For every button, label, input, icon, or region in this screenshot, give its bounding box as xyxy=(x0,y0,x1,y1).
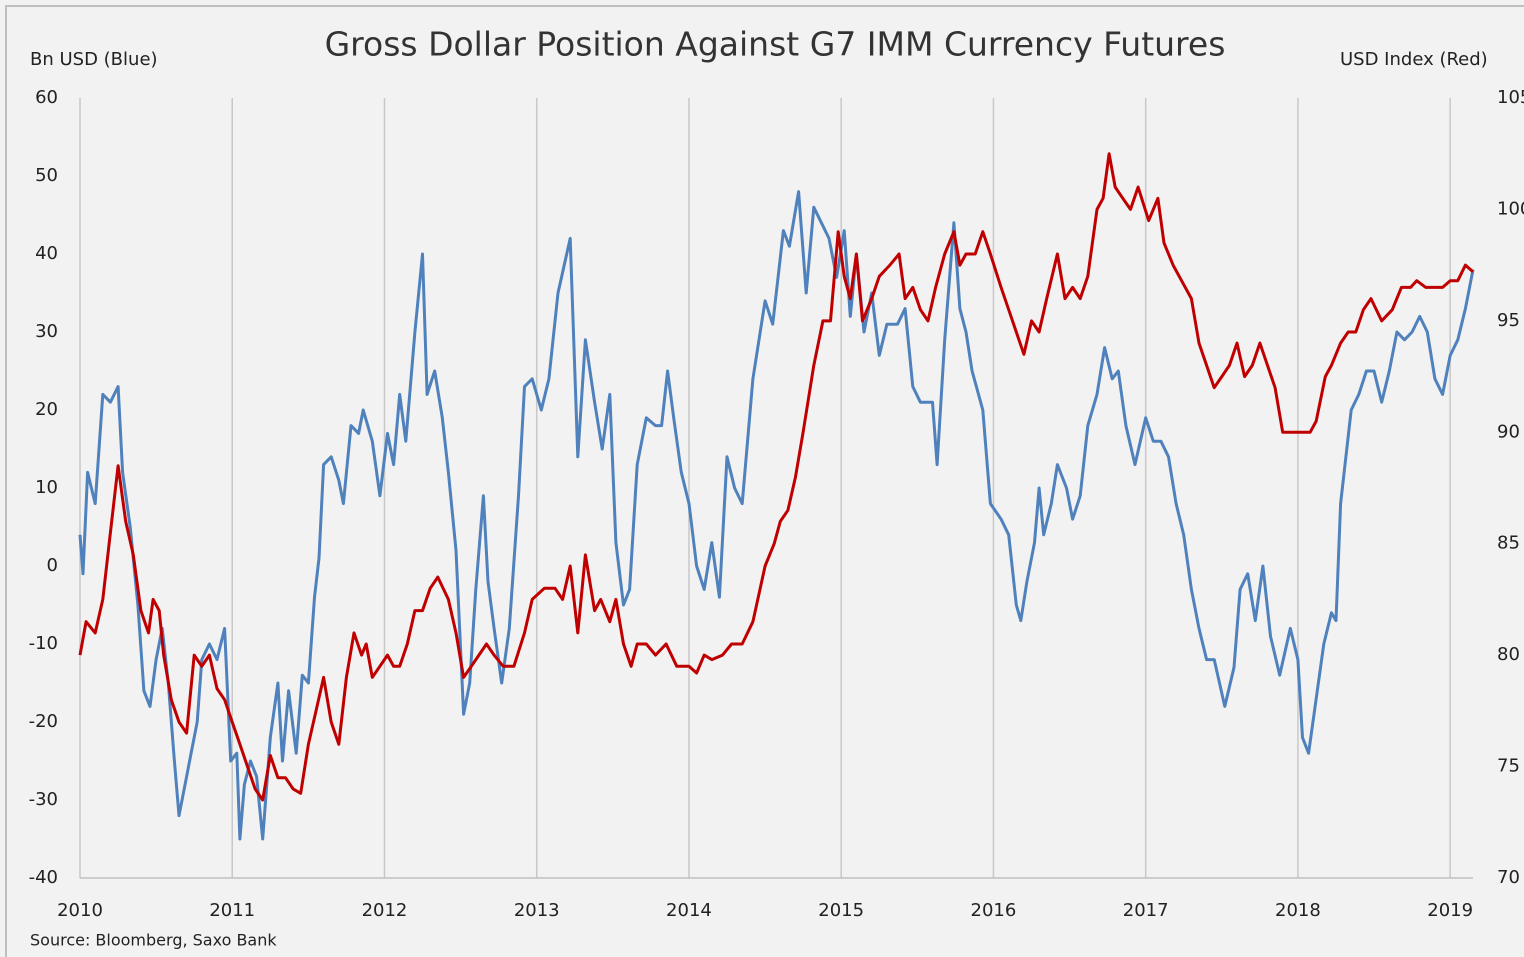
x-tick-label: 2010 xyxy=(57,900,103,921)
y-tick-label: -40 xyxy=(29,867,58,888)
x-tick-label: 2019 xyxy=(1427,900,1473,921)
frame xyxy=(5,5,1524,957)
y2-tick-label: 75 xyxy=(1497,756,1520,777)
x-tick-label: 2011 xyxy=(209,900,255,921)
y2-tick-label: 105 xyxy=(1497,87,1524,108)
y-tick-label: 10 xyxy=(35,477,58,498)
x-tick-label: 2016 xyxy=(971,900,1017,921)
series-line xyxy=(78,152,1474,802)
y-tick-label: -10 xyxy=(29,633,58,654)
y2-tick-label: 70 xyxy=(1497,867,1520,888)
y-tick-label: 60 xyxy=(35,87,58,108)
series-line xyxy=(78,190,1475,841)
chart-title: Gross Dollar Position Against G7 IMM Cur… xyxy=(325,25,1226,64)
x-tick-label: 2015 xyxy=(818,900,864,921)
y2-tick-label: 85 xyxy=(1497,533,1520,554)
y-tick-label: -20 xyxy=(29,711,58,732)
x-tick-label: 2017 xyxy=(1123,900,1169,921)
source: Source: Bloomberg, Saxo Bank xyxy=(30,931,277,950)
y-tick-label: 20 xyxy=(35,399,58,420)
x-tick-label: 2013 xyxy=(514,900,560,921)
y-tick-label: -30 xyxy=(29,789,58,810)
y-tick-label: 50 xyxy=(35,165,58,186)
y-tick-label: 0 xyxy=(47,555,58,576)
y-tick-label: 40 xyxy=(35,243,58,264)
y2-tick-label: 80 xyxy=(1497,644,1520,665)
y2-axis-label: USD Index (Red) xyxy=(1340,49,1488,70)
x-tick-label: 2014 xyxy=(666,900,712,921)
x-tick-label: 2018 xyxy=(1275,900,1321,921)
y2-tick-label: 100 xyxy=(1497,198,1524,219)
y-tick-label: 30 xyxy=(35,321,58,342)
x-tick-label: 2012 xyxy=(362,900,408,921)
y2-tick-label: 95 xyxy=(1497,310,1520,331)
y2-tick-label: 90 xyxy=(1497,421,1520,442)
y-axis-label: Bn USD (Blue) xyxy=(30,49,158,70)
